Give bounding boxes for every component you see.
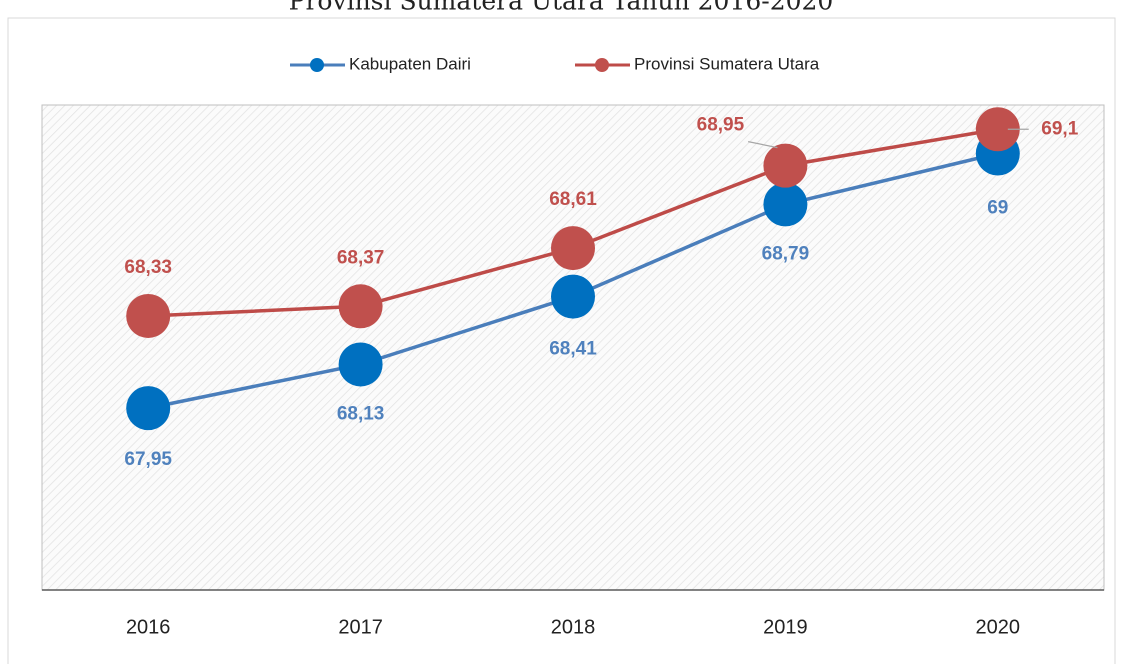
marker [763, 143, 808, 188]
legend-label: Kabupaten Dairi [349, 54, 471, 73]
data-label: 67,95 [124, 449, 172, 470]
legend-label: Provinsi Sumatera Utara [634, 54, 820, 73]
data-label: 68,41 [549, 339, 597, 360]
data-label: 68,33 [124, 257, 172, 278]
marker [126, 293, 171, 338]
marker [551, 274, 595, 319]
data-label: 68,95 [697, 115, 745, 136]
data-label: 68,37 [337, 247, 385, 268]
chart-title: Provinsi Sumatera Utara Tahun 2016-2020 [289, 0, 834, 16]
marker [126, 386, 171, 431]
marker [763, 182, 808, 227]
marker [338, 342, 383, 387]
data-label: 69,1 [1041, 118, 1078, 139]
plot-area [41, 104, 1105, 591]
x-tick-label: 2020 [976, 616, 1021, 638]
data-label: 69 [987, 198, 1008, 219]
data-label: 68,79 [762, 243, 810, 264]
marker [975, 107, 1020, 152]
marker [338, 284, 383, 329]
legend-marker [310, 58, 324, 72]
leader-line [748, 141, 778, 149]
marker [551, 226, 595, 271]
data-label: 68,61 [549, 189, 597, 210]
legend-marker [595, 58, 609, 72]
x-tick-label: 2018 [551, 616, 596, 638]
x-tick-label: 2017 [338, 616, 383, 638]
data-label: 68,13 [337, 403, 385, 424]
x-tick-label: 2019 [763, 616, 808, 638]
x-tick-label: 2016 [126, 616, 171, 638]
